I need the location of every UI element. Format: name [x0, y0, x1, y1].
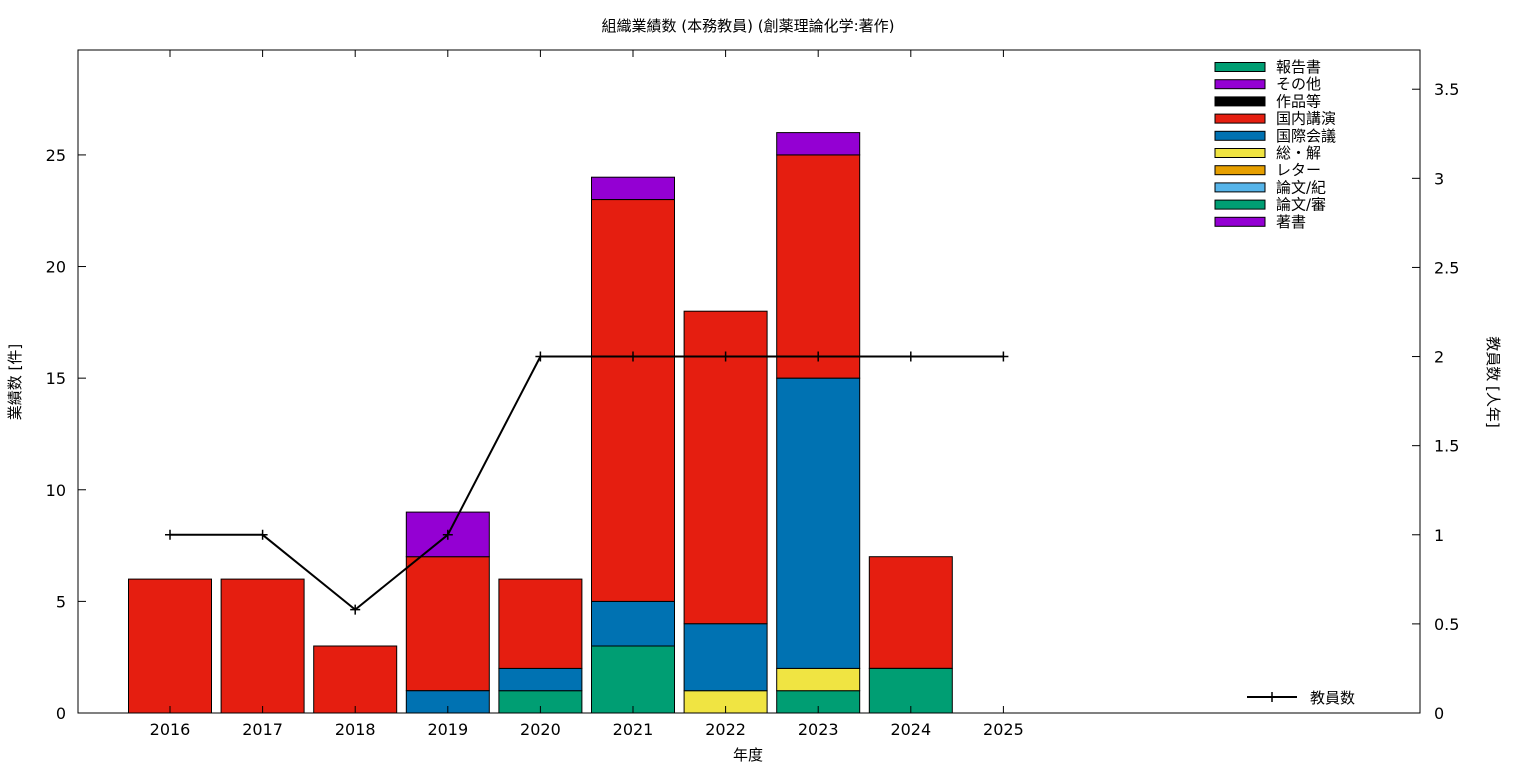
x-axis-label: 年度 — [733, 746, 763, 764]
legend-swatch — [1214, 96, 1266, 107]
y2-tick-label: 3 — [1434, 169, 1444, 188]
faculty-point — [720, 351, 731, 362]
line-legend-label: 教員数 — [1310, 689, 1355, 707]
legend-label: 報告書 — [1276, 58, 1321, 76]
legend-label: 国内講演 — [1276, 110, 1336, 128]
legend-label: 総・解 — [1276, 144, 1321, 162]
x-tick-label: 2018 — [335, 720, 376, 739]
y2-tick-label: 0 — [1434, 704, 1444, 723]
faculty-point — [442, 529, 453, 540]
y2-axis-label: 教員数 [人年] — [1484, 336, 1502, 427]
y2-tick-label: 1 — [1434, 526, 1444, 545]
x-axis: 2016 2017 2018 2019 2020 2021 2022 2023 2024 2025 — [150, 50, 1024, 739]
bar-segment — [776, 132, 861, 156]
faculty-point — [905, 351, 916, 362]
legend-swatch — [1214, 148, 1266, 158]
legend-label: 論文/審 — [1276, 196, 1326, 214]
y2-tick-label: 1.5 — [1434, 437, 1459, 456]
bar-segment — [591, 645, 675, 714]
y-tick-label: 5 — [56, 592, 66, 611]
x-tick-label: 2020 — [520, 720, 561, 739]
x-tick-label: 2024 — [890, 720, 931, 739]
bars-layer — [128, 132, 953, 714]
legend-swatch — [1214, 165, 1266, 176]
legend-swatch — [1214, 130, 1266, 141]
y-axis-left: 0 5 10 15 20 25 — [46, 146, 86, 723]
bar-segment — [591, 176, 675, 200]
y-tick-label: 10 — [46, 481, 66, 500]
legend-label: 論文/紀 — [1276, 178, 1326, 196]
bar-segment — [405, 556, 490, 692]
line-layer — [165, 351, 1009, 615]
legend-swatch — [1214, 199, 1266, 210]
bar-segment — [776, 377, 861, 669]
bar-segment — [683, 310, 768, 625]
y2-tick-label: 0.5 — [1434, 615, 1459, 634]
legend-label: その他 — [1276, 75, 1321, 93]
legend-label: 作品等 — [1276, 92, 1321, 110]
legend-swatch — [1214, 113, 1266, 124]
legend-swatch — [1214, 216, 1266, 227]
bar-segment — [776, 667, 861, 692]
faculty-point — [165, 529, 175, 540]
x-tick-label: 2016 — [150, 720, 191, 739]
faculty-line — [170, 355, 1004, 611]
bar-segment — [776, 154, 861, 379]
faculty-point — [257, 529, 268, 540]
legend-swatch — [1214, 79, 1266, 90]
bar-segment — [313, 645, 398, 714]
y2-tick-label: 2.5 — [1434, 258, 1459, 277]
chart-title: 組織業績数 (本務教員) (創薬理論化学:著作) — [602, 17, 895, 35]
bar-segment — [868, 556, 953, 669]
y2-tick-label: 2 — [1434, 348, 1444, 367]
line-legend: 教員数 — [1247, 689, 1355, 707]
x-tick-label: 2025 — [983, 720, 1024, 739]
legend-swatch — [1214, 182, 1266, 193]
y-axis-label: 業績数 [件] — [6, 344, 24, 420]
y-tick-label: 0 — [56, 704, 66, 723]
faculty-point — [628, 351, 638, 362]
y-tick-label: 15 — [46, 369, 66, 388]
x-tick-label: 2017 — [242, 720, 283, 739]
faculty-point — [998, 351, 1009, 362]
bar-segment — [591, 199, 675, 602]
bar-segment — [128, 578, 212, 714]
legend-swatch — [1214, 62, 1266, 72]
bar-segment — [498, 578, 583, 669]
bar-segment — [591, 600, 675, 647]
faculty-point — [535, 351, 546, 362]
bar-segment — [498, 667, 583, 692]
x-tick-label: 2022 — [705, 720, 746, 739]
y-axis-right: 0 0.5 1 1.5 2 2.5 3 3.5 — [1412, 80, 1459, 723]
legend-label: レター — [1276, 161, 1321, 179]
y2-tick-label: 3.5 — [1434, 80, 1459, 99]
bar-segment — [683, 623, 768, 692]
x-tick-label: 2023 — [798, 720, 839, 739]
plot-frame — [77, 49, 1421, 714]
legend-label: 著書 — [1276, 213, 1306, 231]
faculty-point — [813, 351, 824, 362]
y-tick-label: 20 — [46, 258, 66, 277]
y-tick-label: 25 — [46, 146, 66, 165]
bar-segment — [220, 578, 305, 714]
x-tick-label: 2021 — [613, 720, 654, 739]
legend-label: 国際会議 — [1276, 127, 1336, 145]
faculty-point — [350, 604, 361, 615]
x-tick-label: 2019 — [427, 720, 468, 739]
